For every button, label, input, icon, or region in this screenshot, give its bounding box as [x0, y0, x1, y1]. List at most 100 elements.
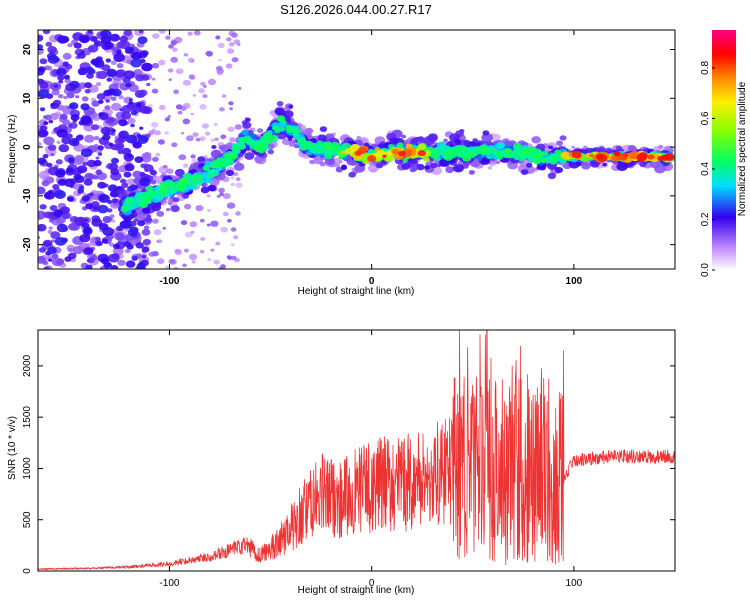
heatmap-cell	[88, 44, 99, 53]
heatmap-cell	[98, 99, 104, 104]
heatmap-cell	[520, 169, 529, 176]
heatmap-cell	[139, 126, 144, 130]
heatmap-cell	[518, 156, 525, 162]
heatmap-cell	[86, 259, 92, 263]
heatmap-cell	[215, 35, 221, 40]
heatmap-cell	[231, 32, 238, 38]
heatmap-cell	[113, 243, 120, 250]
heatmap-cell	[157, 258, 165, 265]
heatmap-cell	[124, 46, 135, 54]
heatmap-cell	[49, 112, 60, 121]
heatmap-cell	[417, 150, 426, 157]
heatmap-cell	[125, 260, 136, 268]
heatmap-cell	[80, 115, 92, 125]
heatmap-cell	[39, 58, 48, 65]
heatmap-cell	[141, 228, 151, 236]
heatmap-cell	[341, 150, 346, 154]
heatmap-cell	[170, 205, 180, 213]
heatmap-cell	[84, 172, 94, 181]
heatmap-cell	[68, 138, 80, 147]
heatmap-cell	[228, 152, 238, 160]
heatmap-cell	[123, 70, 135, 80]
heatmap-cell	[272, 114, 278, 118]
heatmap-cell	[228, 42, 235, 47]
heatmap-cell	[382, 154, 387, 158]
heatmap-cell	[616, 162, 628, 171]
heatmap-cell	[109, 33, 120, 42]
heatmap-cell	[120, 178, 127, 184]
heatmap-cell	[47, 246, 57, 254]
heatmap-cell	[110, 96, 117, 101]
heatmap-cell	[374, 146, 381, 152]
heatmap-cell	[62, 119, 71, 126]
heatmap-cell	[274, 107, 285, 116]
heatmap-cell	[143, 225, 150, 230]
heatmap-cell	[141, 62, 153, 72]
heatmap-cell	[98, 194, 110, 203]
heatmap-cell	[225, 63, 233, 69]
heatmap-cell	[218, 58, 222, 62]
heatmap-cell	[87, 30, 93, 34]
heatmap-cell	[227, 126, 235, 132]
heatmap-cell	[512, 142, 522, 150]
heatmap-cell	[423, 156, 430, 162]
heatmap-cell	[368, 149, 375, 154]
heatmap-cell	[111, 157, 119, 164]
heatmap-cell	[108, 142, 114, 147]
heatmap-cell	[44, 191, 55, 200]
heatmap-cell	[341, 164, 347, 169]
heatmap-cell	[263, 132, 273, 139]
heatmap-cell	[47, 144, 57, 151]
heatmap-cell	[199, 249, 205, 254]
heatmap-cell	[95, 240, 103, 247]
heatmap-cell	[103, 89, 112, 97]
heatmap-cells	[38, 30, 675, 269]
heatmap-cell	[316, 147, 325, 154]
heatmap-cell	[95, 236, 101, 242]
colorbar-tick-label: 0.2	[700, 212, 711, 226]
heatmap-cell	[207, 258, 212, 262]
y-tick-label: -10	[22, 188, 33, 203]
heatmap-cell	[38, 141, 42, 148]
heatmap-cell	[613, 150, 621, 157]
heatmap-cell	[324, 143, 334, 152]
heatmap-cell	[39, 204, 47, 210]
snr-y-ticks: 0 500 1000 1500 2000	[22, 354, 675, 574]
heatmap-cell	[453, 164, 464, 173]
heatmap-cell	[104, 105, 111, 110]
heatmap-cell	[59, 113, 68, 120]
heatmap-cell	[183, 173, 191, 179]
heatmap-cell	[220, 264, 226, 269]
heatmap-cell	[175, 68, 184, 75]
heatmap-cell	[354, 150, 362, 156]
heatmap-cell	[211, 145, 217, 149]
heatmap-cell	[317, 141, 322, 145]
heatmap-cell	[130, 58, 142, 68]
heatmap-cell	[106, 68, 117, 77]
heatmap-cell	[223, 152, 230, 158]
heatmap-cell	[58, 144, 70, 153]
heatmap-cell	[214, 137, 219, 141]
heatmap-cell	[319, 126, 328, 132]
heatmap-cell	[53, 84, 58, 88]
heatmap-cell	[158, 59, 166, 66]
heatmap-cell	[210, 220, 219, 227]
snr-series-line	[38, 330, 675, 570]
heatmap-cell	[68, 124, 73, 128]
heatmap-cell	[257, 128, 264, 134]
heatmap-cell	[98, 112, 104, 117]
heatmap-cell	[124, 163, 135, 172]
heatmap-cell	[236, 43, 241, 46]
heatmap-cell	[56, 223, 68, 233]
heatmap-cell	[80, 50, 85, 54]
heatmap-cell	[201, 123, 209, 129]
heatmap-cell	[56, 68, 67, 77]
x-tick-label: 0	[369, 276, 375, 287]
heatmap-cell	[274, 128, 281, 134]
heatmap-cell	[438, 151, 444, 155]
heatmap-cell	[216, 65, 223, 71]
heatmap-cell	[95, 41, 100, 45]
heatmap-cell	[576, 161, 582, 166]
heatmap-cell	[85, 203, 94, 210]
heatmap-cell	[456, 152, 462, 157]
